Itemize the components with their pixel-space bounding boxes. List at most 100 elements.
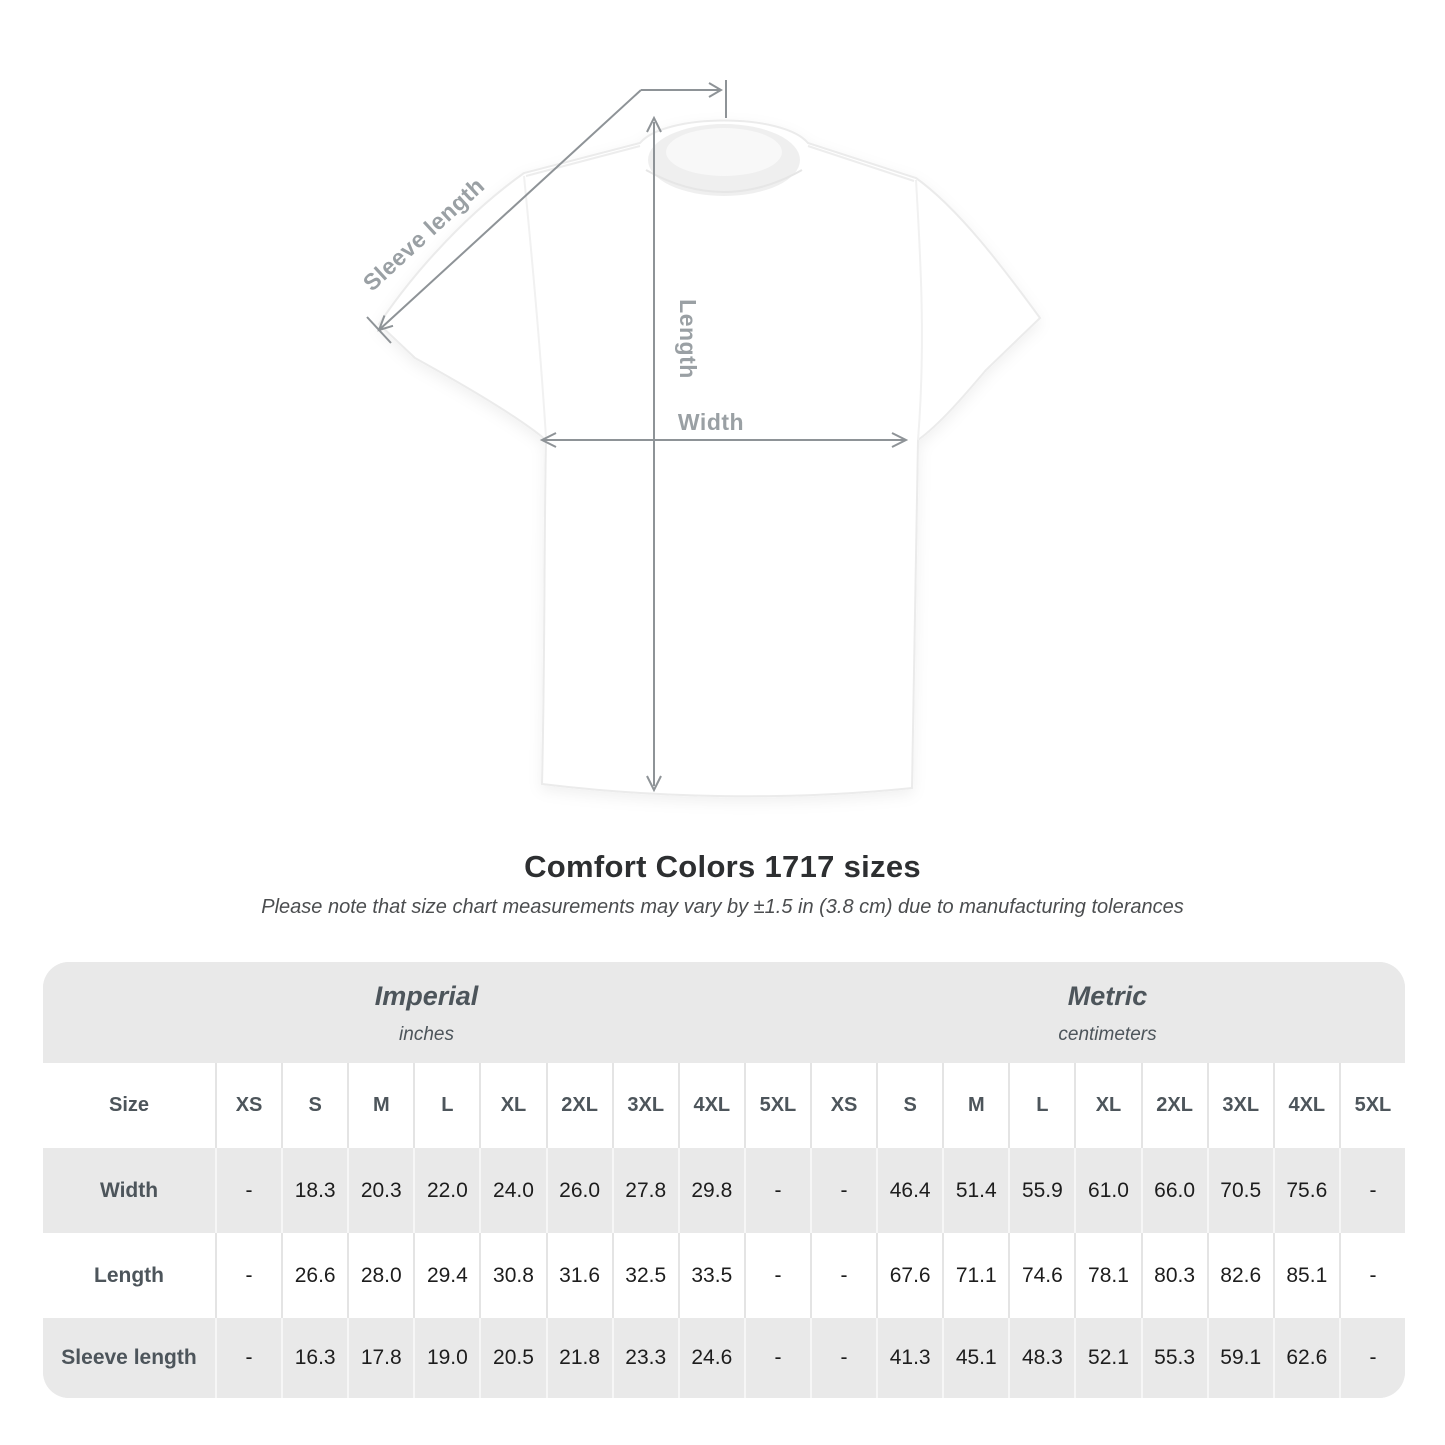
cell: 66.0 [1140,1148,1207,1233]
size-header-metric: XS [810,1063,876,1148]
left-shoulder-seam [525,145,641,177]
cell: - [1338,1233,1405,1318]
cell: 24.6 [677,1318,744,1398]
cell: 78.1 [1074,1233,1140,1318]
width-measure-line [539,432,909,448]
cell: 85.1 [1272,1233,1339,1318]
imperial-group-name: Imperial [374,981,479,1011]
cell: 24.0 [479,1148,545,1233]
cell: 80.3 [1140,1233,1207,1318]
imperial-group-unit: inches [399,1024,454,1045]
cell: 82.6 [1206,1233,1273,1318]
cell: 55.9 [1008,1148,1074,1233]
size-header-imperial: 5XL [743,1063,810,1148]
length-measure-line [646,115,662,793]
cell: 62.6 [1272,1318,1339,1398]
measurement-diagram: Sleeve length Length Width [358,80,1042,798]
row-label: Sleeve length [61,1346,197,1369]
cell: 32.5 [611,1233,678,1318]
imperial-group-header: Imperial inches [43,962,810,1063]
cell: - [215,1233,281,1318]
cell: 22.0 [413,1148,479,1233]
cell: - [215,1148,281,1233]
size-header-imperial: 4XL [677,1063,744,1148]
cell: 30.8 [479,1233,545,1318]
size-header-imperial: 2XL [545,1063,612,1148]
size-header-imperial: XL [479,1063,545,1148]
size-header-metric: XL [1074,1063,1140,1148]
cell: 33.5 [677,1233,744,1318]
cell: - [1338,1148,1405,1233]
cell: 59.1 [1206,1318,1273,1398]
size-header-metric: 4XL [1272,1063,1339,1148]
row-label: Width [99,1178,159,1202]
cell: 20.3 [347,1148,413,1233]
size-header-metric: M [942,1063,1008,1148]
cell: 31.6 [545,1233,612,1318]
cell: 51.4 [942,1148,1008,1233]
size-header-row: Size XS S M L XL 2XL 3XL 4XL 5XL XS S M … [43,1063,1405,1148]
cell: 55.3 [1140,1318,1207,1398]
cell: 74.6 [1008,1233,1074,1318]
size-header-metric: 3XL [1206,1063,1273,1148]
metric-group-unit: centimeters [1058,1024,1157,1045]
size-header-imperial: L [413,1063,479,1148]
cell: - [810,1148,876,1233]
cell: 70.5 [1206,1148,1273,1233]
sleeve-measure-line [366,80,727,344]
cell: 28.0 [347,1233,413,1318]
size-header-metric: L [1008,1063,1074,1148]
tshirt-diagram-svg: Sleeve length Length Width [358,80,1042,798]
cell: 48.3 [1008,1318,1074,1398]
cell: 67.6 [876,1233,942,1318]
cell: 27.8 [611,1148,678,1233]
cell: 41.3 [876,1318,942,1398]
right-sleeve-seam [915,179,923,441]
size-header-metric: 2XL [1140,1063,1207,1148]
left-sleeve-seam [523,175,547,439]
cell: - [743,1233,810,1318]
cell: - [743,1318,810,1398]
heading-block: Comfort Colors 1717 sizes Please note th… [0,849,1445,919]
cell: 45.1 [942,1318,1008,1398]
size-header-imperial: XS [215,1063,281,1148]
metric-group-name: Metric [1067,981,1148,1011]
tshirt-body [377,119,1042,798]
cell: 18.3 [281,1148,347,1233]
cell: - [810,1318,876,1398]
size-header-metric: S [876,1063,942,1148]
size-header-metric: 5XL [1338,1063,1405,1148]
unit-band-row: Imperial inches Metric centimeters [43,962,1405,1063]
size-header-imperial: 3XL [611,1063,678,1148]
row-label: Length [94,1263,164,1287]
cell: 71.1 [942,1233,1008,1318]
cell: 75.6 [1272,1148,1339,1233]
cell: 20.5 [479,1318,545,1398]
cell: 21.8 [545,1318,612,1398]
page-title: Comfort Colors 1717 sizes [524,849,921,884]
page-subtitle: Please note that size chart measurements… [261,896,1184,918]
cell: 17.8 [347,1318,413,1398]
cell: 46.4 [876,1148,942,1233]
cell: 52.1 [1074,1318,1140,1398]
collar-front-seam [645,169,803,193]
cell: 26.0 [545,1148,612,1233]
width-label: Width [678,409,744,435]
cell: 26.6 [281,1233,347,1318]
size-table-card: Imperial inches Metric centimeters Size … [43,962,1405,1398]
metric-group-header: Metric centimeters [810,962,1405,1063]
cell: 23.3 [611,1318,678,1398]
cell: 19.0 [413,1318,479,1398]
cell: - [810,1233,876,1318]
cell: 16.3 [281,1318,347,1398]
length-label: Length [675,299,701,379]
measurement-row-length: Length - 26.6 28.0 29.4 30.8 31.6 32.5 3… [43,1233,1405,1318]
size-column-header: Size [108,1094,150,1116]
right-shoulder-seam [807,145,915,182]
cell: 61.0 [1074,1148,1140,1233]
cell: 29.8 [677,1148,744,1233]
measurement-row-width: Width - 18.3 20.3 22.0 24.0 26.0 27.8 29… [43,1148,1405,1233]
measurement-row-sleeve: Sleeve length - 16.3 17.8 19.0 20.5 21.8… [43,1318,1405,1398]
cell: 29.4 [413,1233,479,1318]
cell: - [743,1148,810,1233]
